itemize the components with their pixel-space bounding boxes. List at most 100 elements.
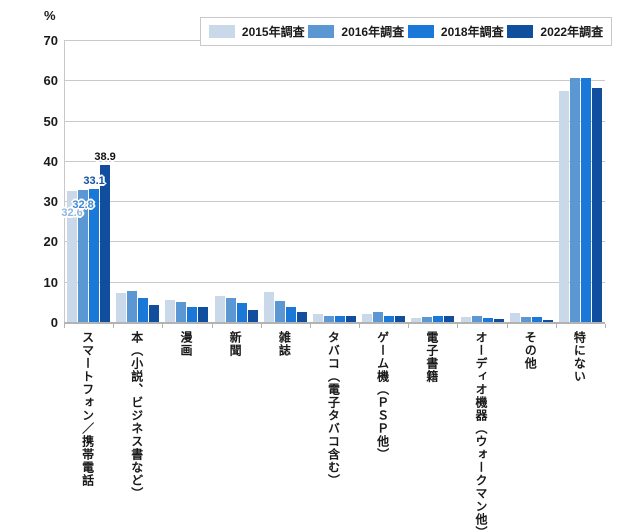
y-axis-tick-label: 60 (43, 73, 58, 89)
bar (274, 300, 285, 322)
bar-value-label: 38.9 (94, 151, 116, 164)
x-axis-category-label: その他 (523, 331, 538, 370)
x-axis-tick (506, 324, 508, 328)
bar (78, 189, 89, 322)
bar (89, 188, 100, 322)
bar (149, 304, 160, 322)
bar (67, 190, 78, 322)
y-axis-tick-label: 70 (43, 33, 58, 48)
y-axis-tick-label: 20 (43, 234, 58, 250)
bar (296, 311, 307, 322)
bar (569, 77, 580, 322)
bar (460, 316, 471, 322)
x-axis-tick (162, 324, 164, 328)
bar (422, 316, 433, 322)
x-axis-tick (457, 324, 459, 328)
bar (509, 313, 520, 322)
gridline (64, 281, 605, 283)
bar (373, 311, 384, 322)
bar (531, 317, 542, 322)
bar (176, 301, 187, 322)
x-axis-category-label: 新聞 (228, 331, 243, 357)
gridline (64, 120, 605, 122)
legend-swatch (208, 25, 235, 38)
bar (384, 316, 395, 322)
x-axis-category-label: 漫画 (178, 331, 193, 357)
bar (362, 314, 373, 322)
bar (116, 292, 127, 322)
x-axis-line (64, 322, 605, 324)
legend-swatch (308, 25, 335, 38)
gridline (64, 201, 605, 203)
legend-item: 2022年調査 (507, 23, 603, 40)
bar (558, 91, 569, 322)
x-axis-category-label: タバコ（電子タバコ含む） (326, 331, 341, 487)
y-axis-unit-label: % (44, 8, 56, 23)
gridline (64, 80, 605, 82)
bar (444, 315, 455, 322)
legend-item: 2018年調査 (407, 23, 504, 40)
x-axis-tick (260, 324, 262, 328)
bar (263, 291, 274, 322)
bar (187, 306, 198, 322)
x-axis-tick (408, 324, 410, 328)
legend-label: 2016年調査 (341, 25, 405, 39)
x-axis-tick (309, 324, 311, 328)
bar (165, 299, 176, 322)
y-axis-line (64, 40, 65, 322)
legend-label: 2015年調査 (241, 25, 305, 39)
y-axis-tick-label: 10 (43, 274, 58, 290)
x-axis-tick (555, 324, 557, 328)
x-axis-category-label: 電子書籍 (424, 331, 439, 383)
bar (335, 315, 345, 322)
x-axis-tick (605, 324, 606, 328)
x-axis-category-label: 本（小説、ビジネス書など） (129, 331, 144, 500)
bar (214, 295, 225, 322)
legend-swatch (507, 25, 534, 38)
bar (225, 297, 236, 322)
bar (395, 316, 406, 322)
bar (493, 319, 504, 322)
bar (411, 317, 422, 322)
gridline (64, 160, 605, 162)
x-axis-tick (113, 324, 115, 328)
bar-value-label: 33.1 (83, 174, 105, 187)
x-axis-category-label: ゲーム機（ＰＳＰ他） (375, 331, 390, 461)
bar (346, 316, 356, 322)
bar (127, 291, 138, 322)
x-axis-tick (211, 324, 213, 328)
bar (324, 315, 334, 322)
legend-label: 2018年調査 (440, 25, 504, 39)
bar (520, 316, 531, 322)
bar (471, 315, 482, 322)
bar (313, 314, 323, 322)
bar (100, 165, 111, 322)
legend-item: 2016年調査 (308, 23, 404, 40)
y-axis-tick-label: 0 (50, 315, 58, 330)
bar (198, 307, 209, 322)
gridline (64, 241, 605, 243)
x-axis-category-label: オーディオ機器（ウォークマン他） (474, 331, 489, 530)
bar (482, 318, 493, 322)
bar (285, 307, 296, 322)
y-axis-tick-label: 40 (43, 153, 58, 169)
x-axis-category-label: スマートフォン／携帯電話 (80, 331, 95, 487)
x-axis-category-label: 雑誌 (277, 331, 292, 357)
x-axis-category-label: 特にない (572, 331, 587, 383)
legend-swatch (407, 25, 434, 38)
bar (591, 87, 602, 322)
legend-item: 2015年調査 (208, 23, 305, 40)
y-axis-tick-label: 30 (43, 194, 58, 210)
bar (433, 316, 444, 322)
x-axis-tick (359, 324, 361, 328)
bar (542, 319, 553, 322)
bar (247, 310, 258, 322)
bar-value-label: 32.6 (61, 206, 83, 219)
x-axis-tick (64, 324, 65, 328)
bar (580, 77, 591, 322)
legend: 2015年調査 2016年調査 2018年調査 2022年調査 (200, 17, 612, 46)
legend-label: 2022年調査 (540, 25, 604, 39)
y-axis-tick-label: 50 (43, 113, 58, 129)
bar (138, 298, 149, 322)
